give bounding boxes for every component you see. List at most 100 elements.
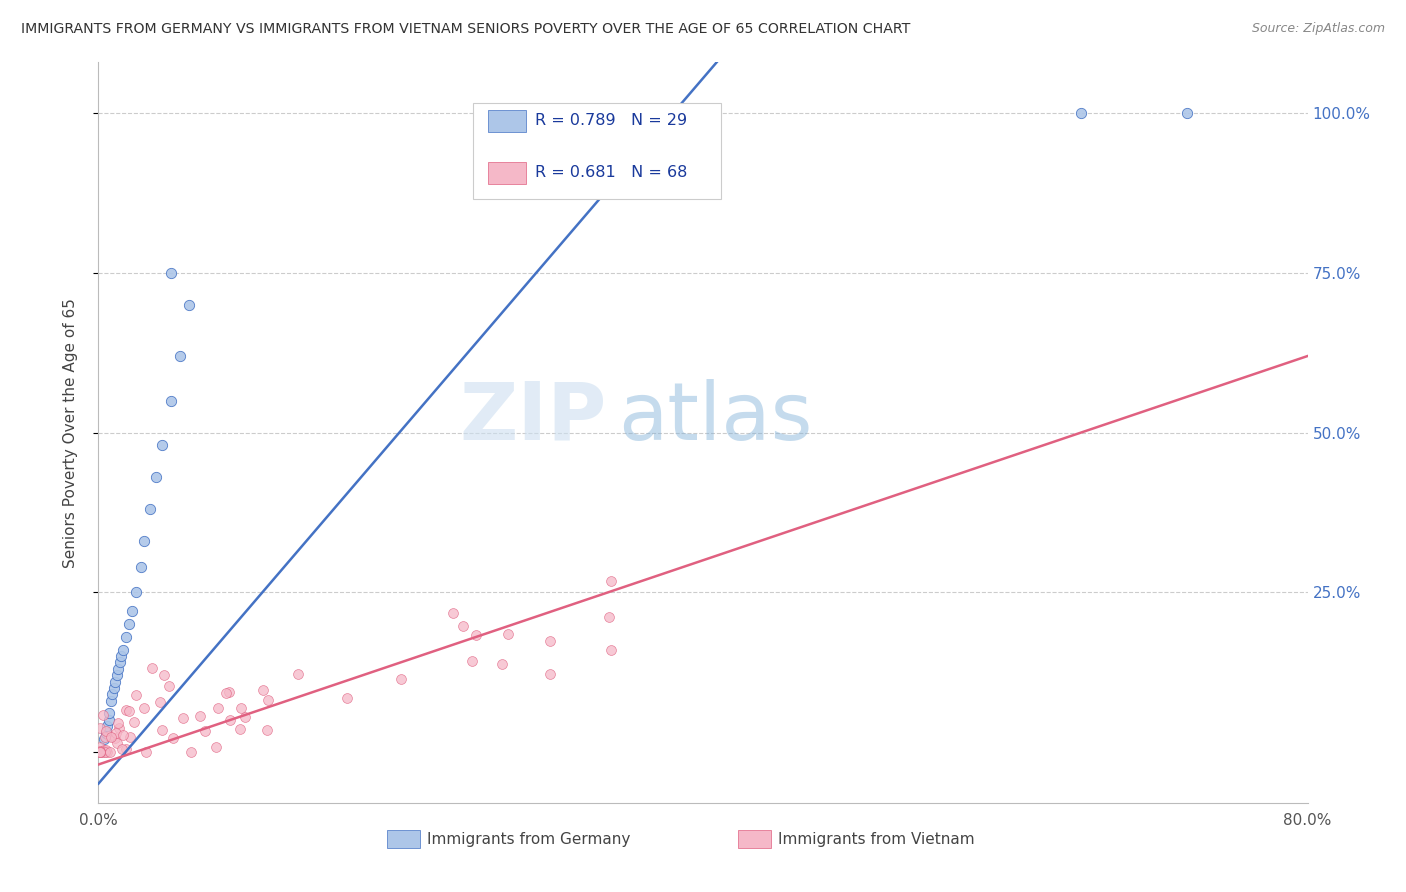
Point — [101, 687, 124, 701]
Point — [145, 470, 167, 484]
Point — [465, 628, 488, 642]
Point — [252, 683, 274, 698]
Point — [107, 662, 129, 676]
Text: Immigrants from Germany: Immigrants from Germany — [427, 831, 631, 847]
Point — [287, 667, 309, 681]
Point — [89, 745, 111, 759]
Point — [111, 642, 134, 657]
Point — [110, 648, 132, 663]
Text: IMMIGRANTS FROM GERMANY VS IMMIGRANTS FROM VIETNAM SENIORS POVERTY OVER THE AGE : IMMIGRANTS FROM GERMANY VS IMMIGRANTS FR… — [21, 22, 911, 37]
FancyBboxPatch shape — [488, 110, 526, 132]
Point — [100, 730, 122, 744]
Point — [103, 681, 125, 695]
Text: R = 0.789   N = 29: R = 0.789 N = 29 — [534, 112, 688, 128]
Point — [1175, 106, 1198, 120]
FancyBboxPatch shape — [488, 161, 526, 184]
Point — [105, 725, 128, 739]
Point — [160, 266, 183, 280]
Point — [98, 730, 121, 744]
Point — [108, 656, 131, 670]
Point — [180, 745, 202, 759]
Point — [96, 724, 118, 739]
Point — [218, 685, 240, 699]
Point — [179, 298, 201, 312]
Point — [160, 393, 183, 408]
Point — [105, 668, 128, 682]
Point — [491, 657, 513, 672]
FancyBboxPatch shape — [388, 830, 420, 848]
Point — [89, 739, 111, 754]
Point — [118, 617, 141, 632]
Point — [451, 618, 474, 632]
Point — [219, 713, 242, 727]
Point — [89, 721, 111, 735]
Point — [233, 710, 256, 724]
Point — [114, 703, 136, 717]
Point — [94, 730, 117, 744]
Point — [600, 574, 623, 588]
Point — [125, 688, 148, 702]
FancyBboxPatch shape — [738, 830, 770, 848]
Point — [132, 534, 155, 549]
Point — [114, 630, 136, 644]
Point — [172, 711, 194, 725]
Point — [91, 745, 114, 759]
Point — [134, 745, 156, 759]
Point — [229, 722, 252, 736]
Point — [169, 349, 191, 363]
Point — [111, 742, 134, 756]
Point — [132, 701, 155, 715]
Point — [205, 740, 228, 755]
Point — [257, 692, 280, 706]
Point — [538, 667, 561, 681]
FancyBboxPatch shape — [474, 103, 721, 200]
Point — [149, 695, 172, 709]
Point — [96, 745, 118, 759]
Text: Immigrants from Vietnam: Immigrants from Vietnam — [778, 831, 974, 847]
Text: ZIP: ZIP — [458, 379, 606, 457]
Point — [540, 634, 562, 648]
Point — [150, 723, 173, 737]
Point — [152, 667, 174, 681]
Point — [496, 627, 519, 641]
Point — [122, 714, 145, 729]
Point — [114, 741, 136, 756]
Point — [441, 606, 464, 620]
Point — [188, 709, 211, 723]
Point — [91, 707, 114, 722]
Point — [150, 438, 173, 452]
Point — [94, 745, 117, 759]
Point — [98, 745, 121, 759]
Point — [112, 728, 135, 742]
Point — [107, 715, 129, 730]
Point — [96, 742, 118, 756]
Point — [194, 723, 217, 738]
Point — [105, 736, 128, 750]
Point — [129, 559, 152, 574]
Point — [598, 610, 620, 624]
Text: Source: ZipAtlas.com: Source: ZipAtlas.com — [1251, 22, 1385, 36]
Point — [125, 585, 148, 599]
Point — [118, 705, 141, 719]
Point — [104, 674, 127, 689]
Point — [93, 743, 115, 757]
Point — [389, 672, 412, 686]
Point — [104, 731, 127, 745]
Text: atlas: atlas — [619, 379, 813, 457]
Point — [141, 661, 163, 675]
Point — [93, 731, 115, 746]
Point — [461, 654, 484, 668]
Point — [94, 725, 117, 739]
Point — [98, 706, 121, 721]
Y-axis label: Seniors Poverty Over the Age of 65: Seniors Poverty Over the Age of 65 — [63, 298, 77, 567]
Point — [98, 713, 121, 727]
Point — [162, 731, 184, 746]
Point — [118, 731, 141, 745]
Point — [336, 690, 359, 705]
Point — [96, 719, 118, 733]
Point — [1070, 106, 1092, 120]
Point — [214, 686, 236, 700]
Point — [159, 679, 181, 693]
Point — [599, 643, 621, 657]
Point — [89, 745, 111, 759]
